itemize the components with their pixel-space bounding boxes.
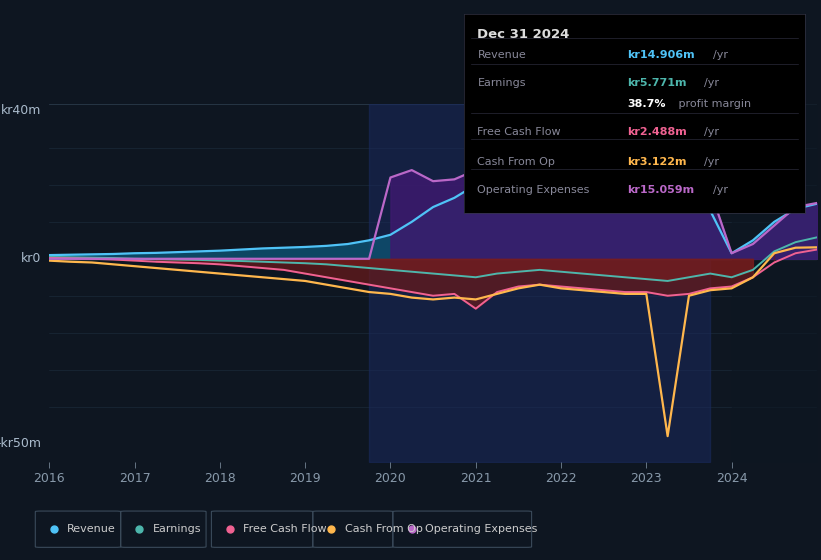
Text: Operating Expenses: Operating Expenses [478,185,589,195]
Text: Revenue: Revenue [67,524,116,534]
Text: Revenue: Revenue [478,50,526,60]
Text: /yr: /yr [704,78,718,87]
Text: kr0: kr0 [21,253,42,265]
Text: kr2.488m: kr2.488m [627,127,687,137]
Text: Free Cash Flow: Free Cash Flow [478,127,561,137]
Text: Dec 31 2024: Dec 31 2024 [478,28,570,41]
Text: 38.7%: 38.7% [627,100,666,110]
Text: kr15.059m: kr15.059m [627,185,695,195]
Text: Free Cash Flow: Free Cash Flow [244,524,327,534]
Text: Earnings: Earnings [153,524,201,534]
Text: /yr: /yr [704,127,718,137]
Text: kr40m: kr40m [1,105,42,118]
Text: /yr: /yr [704,157,718,167]
Text: kr5.771m: kr5.771m [627,78,687,87]
Text: kr14.906m: kr14.906m [627,50,695,60]
Text: kr3.122m: kr3.122m [627,157,687,167]
Text: /yr: /yr [713,50,728,60]
Text: /yr: /yr [713,185,728,195]
Text: Cash From Op: Cash From Op [345,524,423,534]
Text: profit margin: profit margin [675,100,751,110]
Text: Earnings: Earnings [478,78,526,87]
Text: Cash From Op: Cash From Op [478,157,555,167]
Text: Operating Expenses: Operating Expenses [425,524,537,534]
Text: -kr50m: -kr50m [0,437,42,450]
